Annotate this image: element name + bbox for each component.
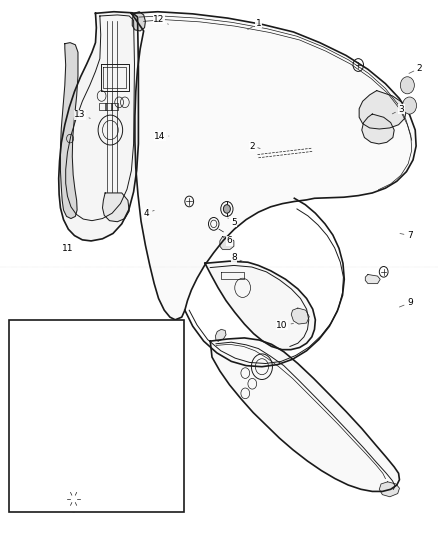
Text: 7: 7: [400, 231, 413, 240]
Bar: [9, 320, 184, 512]
Bar: [99, 103, 106, 110]
Text: 14: 14: [154, 132, 169, 141]
Polygon shape: [291, 308, 309, 324]
Circle shape: [67, 491, 80, 506]
Bar: [105, 103, 112, 110]
Polygon shape: [59, 12, 138, 241]
Polygon shape: [35, 330, 74, 369]
Text: 8: 8: [231, 254, 243, 262]
Text: 5: 5: [228, 218, 237, 227]
Text: 9: 9: [399, 298, 413, 307]
Polygon shape: [21, 354, 35, 372]
Text: 4: 4: [144, 209, 154, 217]
Text: 1: 1: [248, 19, 261, 29]
Text: 12: 12: [153, 15, 168, 25]
Polygon shape: [379, 482, 399, 497]
Text: 2: 2: [409, 64, 422, 74]
Polygon shape: [132, 12, 145, 31]
Bar: [111, 103, 118, 110]
Text: 6: 6: [223, 237, 233, 245]
Text: 3: 3: [392, 105, 404, 114]
Polygon shape: [362, 114, 394, 144]
Polygon shape: [60, 43, 78, 219]
Text: 10: 10: [276, 321, 293, 329]
Polygon shape: [365, 274, 380, 284]
Polygon shape: [359, 91, 406, 129]
Polygon shape: [131, 12, 416, 320]
Polygon shape: [102, 193, 129, 222]
Polygon shape: [215, 329, 226, 341]
Polygon shape: [205, 261, 315, 350]
Circle shape: [403, 97, 417, 114]
Circle shape: [223, 205, 230, 213]
Polygon shape: [220, 237, 234, 249]
Polygon shape: [38, 341, 158, 435]
Text: 11: 11: [62, 244, 73, 253]
Text: 13: 13: [74, 110, 90, 119]
Polygon shape: [210, 338, 399, 491]
Circle shape: [400, 77, 414, 94]
Text: 2: 2: [249, 142, 260, 150]
